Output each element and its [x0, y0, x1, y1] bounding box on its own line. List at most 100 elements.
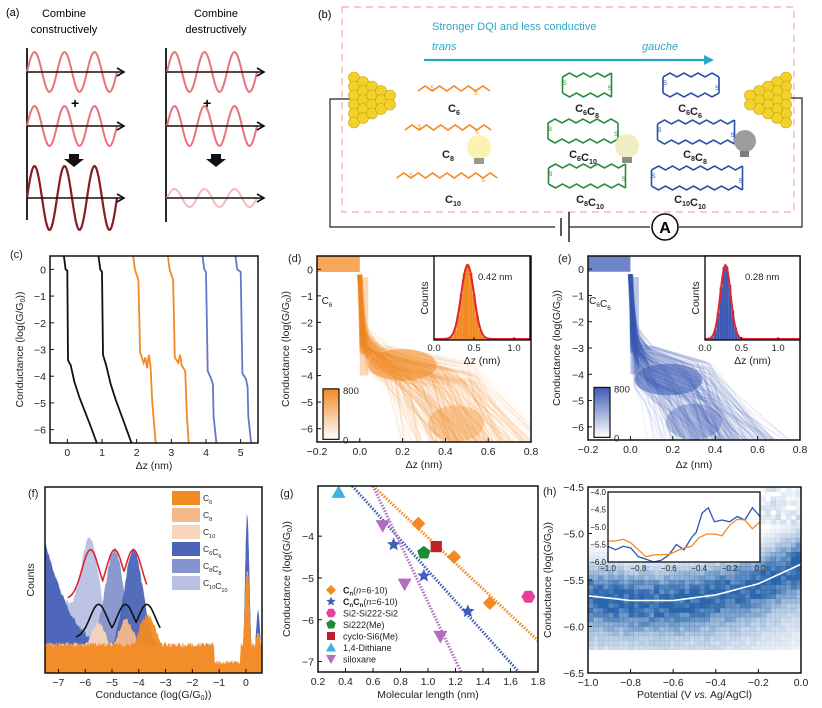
breaking-trace	[630, 274, 679, 440]
heatmap-cell	[588, 580, 594, 585]
panel-c-chart: (c) 0 1 2 3 4 5 0 −1 −2 −3 −4 −5 −6 Δz (nm) Conductance…	[10, 249, 259, 472]
heatmap-cell	[704, 570, 710, 576]
heatmap-cell	[795, 621, 802, 627]
panel-f-label: (f)	[28, 488, 38, 500]
heatmap-cell	[664, 612, 670, 618]
breaking-trace	[629, 274, 741, 440]
heatmap-cell	[790, 626, 797, 632]
heatmap-cell	[679, 566, 685, 571]
x-tick-label: 0	[64, 447, 70, 459]
conductance-trace	[97, 255, 133, 444]
heatmap-cell	[735, 566, 741, 571]
inset-histogram-bar	[478, 329, 482, 340]
breaking-trace	[629, 274, 682, 440]
heatmap-cell	[770, 505, 776, 511]
conductance-trace	[234, 255, 252, 444]
sulfur-atom: S	[738, 179, 742, 185]
heatmap-cell	[770, 598, 776, 604]
inset-peak-annotation: 0.28 nm	[745, 272, 779, 283]
heatmap-cell	[689, 626, 695, 632]
heatmap-cell	[755, 640, 761, 646]
heatmap-cell	[593, 552, 599, 558]
heatmap-cell	[775, 566, 781, 571]
heatmap-cell	[785, 580, 792, 585]
legend-label-Si222(Me): Si222(Me)	[343, 620, 385, 630]
heatmap-cell	[795, 566, 802, 571]
heatmap-cell	[684, 580, 690, 585]
heatmap-cell	[643, 603, 650, 609]
heatmap-cell	[684, 561, 690, 567]
heatmap-cell	[760, 510, 766, 516]
heatmap-cell	[750, 570, 756, 576]
breaking-trace	[627, 274, 726, 440]
heatmap-cell	[608, 612, 614, 618]
heatmap-cell	[674, 626, 680, 632]
x-tick-label: 3	[168, 447, 174, 459]
ammeter-icon	[651, 213, 679, 241]
heatmap-cell	[785, 621, 792, 627]
sulfur-atom: S	[409, 173, 413, 179]
heatmap-cell	[719, 645, 726, 651]
x-tick-label: 0.0	[794, 677, 809, 689]
axis-arrow-icon	[116, 67, 126, 77]
breaking-trace	[629, 274, 686, 440]
heatmap-cell	[760, 575, 766, 581]
heatmap-cell	[613, 607, 619, 613]
heatmap-cell	[760, 561, 766, 567]
heatmap-cell	[780, 621, 787, 627]
breaking-trace	[630, 274, 686, 440]
heatmap-cell	[765, 584, 771, 590]
heatmap-cell	[719, 612, 726, 618]
panel-f-y-label: Counts	[25, 563, 37, 596]
heatmap-cell	[669, 607, 675, 613]
heatmap-cell	[719, 635, 726, 641]
heatmap-cell	[740, 594, 746, 599]
heatmap-cell	[714, 640, 721, 646]
heatmap-cell	[770, 528, 776, 534]
heatmap-cell	[790, 561, 797, 567]
heatmap-cell	[588, 556, 594, 562]
heatmap-cell	[593, 570, 599, 576]
panel-e-molecule-label: C6C6	[589, 296, 611, 312]
heatmap-cell	[679, 575, 685, 581]
legend-marker-Si2-Si222-Si2	[326, 608, 336, 618]
heatmap-cell	[613, 645, 619, 651]
breaking-trace	[360, 274, 493, 442]
heatmap-cell	[618, 561, 624, 567]
heatmap-cell	[775, 621, 781, 627]
heatmap-cell	[623, 621, 629, 627]
panel-h-x-label: Potential (V vs. Ag/AgCl)	[637, 689, 752, 701]
breaking-trace	[628, 274, 694, 440]
breaking-trace	[630, 274, 735, 440]
inset-x-tick-label: 1.0	[507, 343, 520, 354]
heatmap-cell	[709, 631, 716, 637]
plateau-density	[368, 349, 437, 381]
heatmap-cell	[735, 631, 741, 637]
heatmap-cell	[755, 584, 761, 590]
breaking-trace	[360, 274, 437, 442]
heatmap-cell	[709, 589, 716, 595]
heatmap-cell	[790, 580, 797, 585]
heatmap-cell	[795, 547, 802, 553]
heatmap-cell	[633, 584, 639, 590]
breaking-trace	[359, 274, 525, 442]
heatmap-cell	[795, 552, 802, 558]
heatmap-cell	[735, 589, 741, 595]
heatmap-cell	[704, 617, 710, 623]
panel-c-y-label: Conductance (log(G/G0))	[14, 292, 27, 408]
heatmap-cell	[714, 584, 721, 590]
breaking-trace	[627, 274, 767, 440]
heatmap-cell	[735, 561, 741, 567]
breaking-trace	[631, 274, 673, 440]
heatmap-cell	[628, 631, 634, 637]
heatmap-cell	[669, 566, 675, 571]
heatmap-cell	[795, 645, 802, 651]
heatmap-cell	[790, 598, 797, 604]
heatmap-cell	[623, 631, 629, 637]
x-tick-label: 0.6	[750, 444, 765, 456]
heatmap-cell	[618, 580, 624, 585]
data-point-Cn(n=6-10)	[411, 516, 426, 531]
heatmap-cell	[730, 561, 736, 567]
heatmap-cell	[648, 566, 655, 571]
y-tick-label: −3	[34, 345, 46, 357]
